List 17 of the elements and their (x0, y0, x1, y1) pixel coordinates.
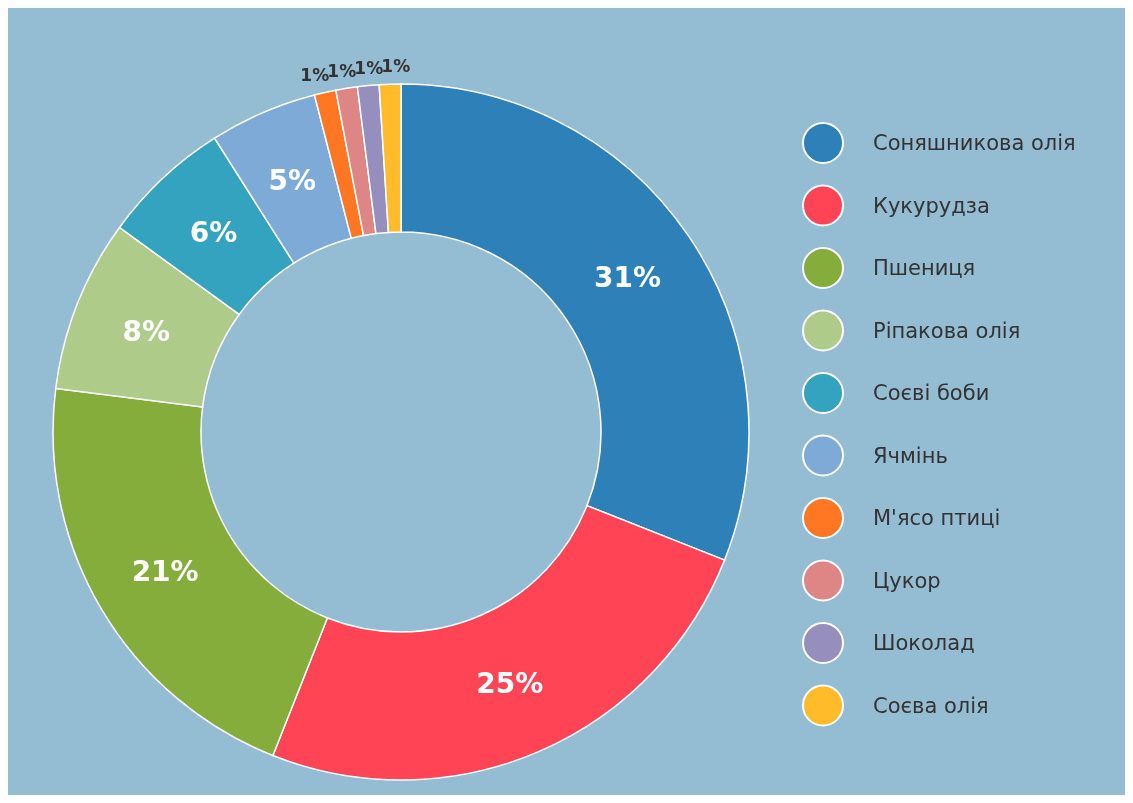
legend-label: Ріпакова олія (873, 318, 1021, 343)
data-label: 1% (300, 64, 330, 85)
data-label: 5% (268, 164, 316, 198)
data-label: 31% (594, 261, 662, 295)
data-label: 6% (189, 215, 238, 249)
legend-label: М'ясо птиці (873, 506, 1001, 530)
legend-label: Соєві боби (873, 381, 990, 405)
legend-label: Ячмінь (873, 443, 948, 468)
data-label: 21% (131, 554, 199, 588)
data-label: 8% (122, 314, 171, 348)
legend-label: Соняшникова олія (873, 131, 1076, 155)
legend-label: Кукурудза (873, 193, 990, 218)
legend-label: Соєва олія (873, 693, 989, 718)
legend-label: Шоколад (873, 631, 975, 655)
legend-label: Цукор (873, 568, 941, 593)
data-label: 25% (476, 666, 544, 700)
legend-label: Пшениця (873, 256, 976, 280)
